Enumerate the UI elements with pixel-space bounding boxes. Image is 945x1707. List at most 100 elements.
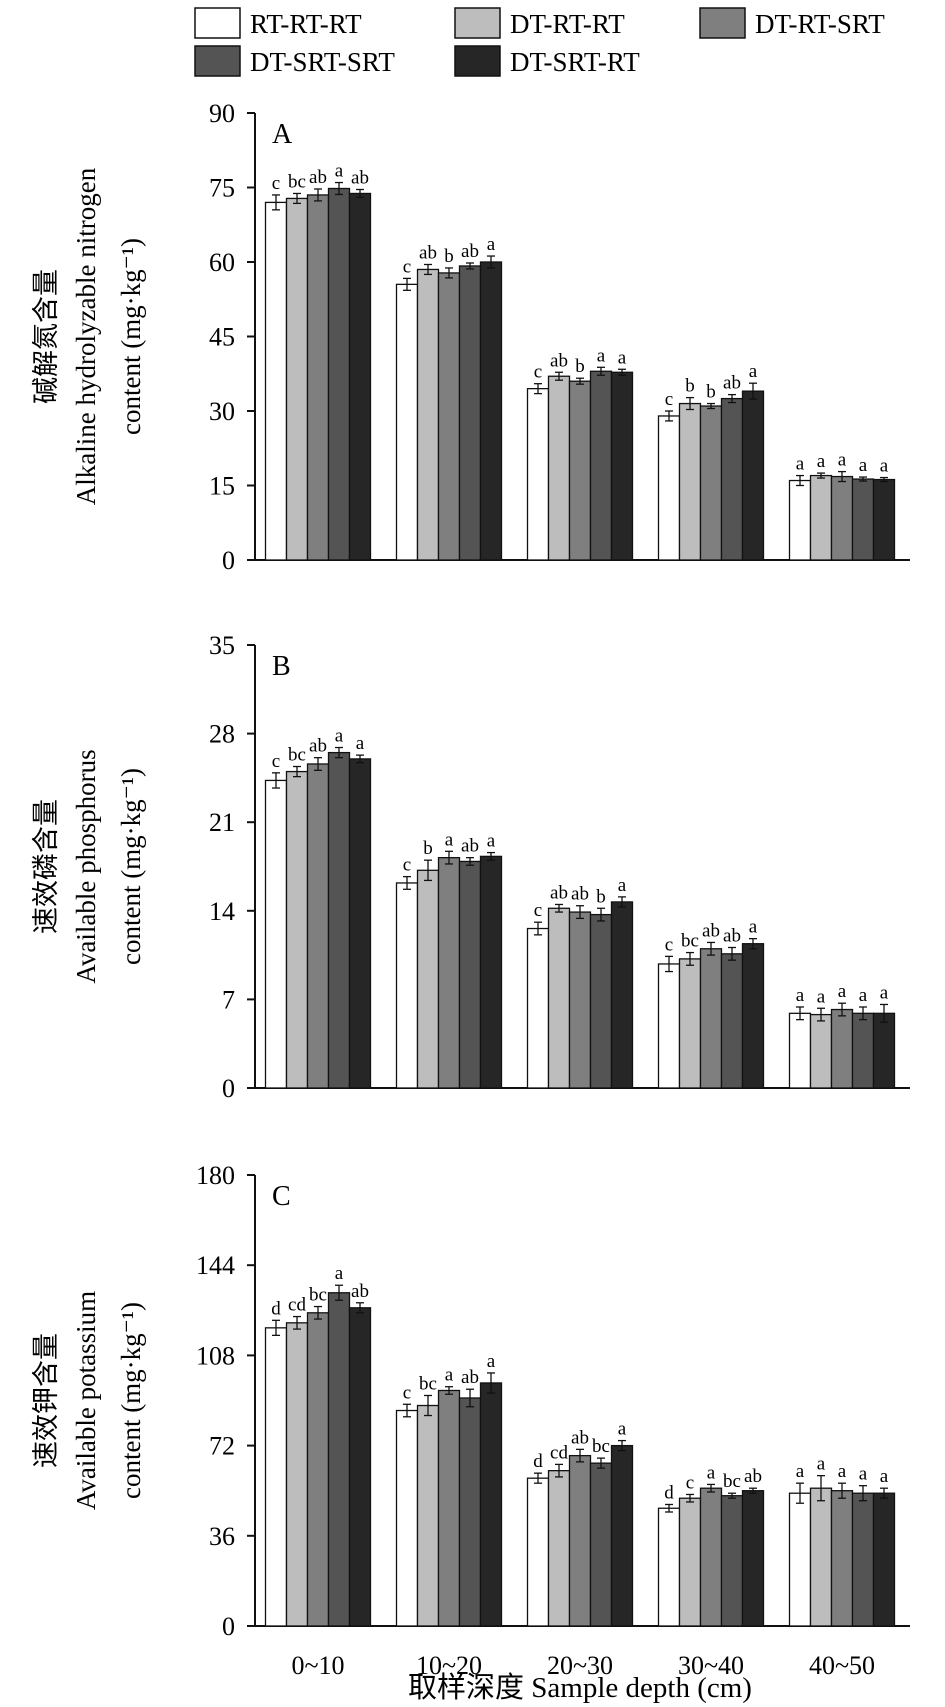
- bar: [264, 779, 288, 1089]
- panel-C: 0 36 72 108 144 180 C 速效钾含量 Available potassium c…: [31, 1161, 910, 1680]
- bar: [348, 1307, 372, 1627]
- bar: [348, 758, 372, 1089]
- significance-letter: c: [403, 855, 411, 876]
- bar: [547, 1470, 571, 1627]
- legend-swatch: [194, 45, 241, 77]
- y-tick-label: 0: [222, 1612, 235, 1641]
- y-axis-title-en: Available phosphorus: [71, 749, 101, 983]
- significance-letter: bc: [419, 1373, 437, 1394]
- bar: [306, 763, 330, 1089]
- y-axis-title-cn: 碱解氮含量: [31, 269, 61, 404]
- significance-letter: a: [597, 345, 606, 366]
- significance-letter: ab: [702, 920, 720, 941]
- bar: [788, 479, 812, 561]
- significance-letter: a: [618, 1419, 627, 1440]
- bar: [809, 1487, 833, 1627]
- bar: [306, 194, 330, 561]
- bar: [610, 371, 634, 561]
- bar: [479, 1382, 503, 1627]
- significance-letter: a: [817, 451, 826, 472]
- legend-label: DT-SRT-RT: [510, 47, 640, 77]
- significance-letter: ab: [351, 1281, 369, 1302]
- significance-letter: b: [575, 356, 585, 377]
- legend-label: DT-RT-SRT: [755, 9, 885, 39]
- significance-letter: a: [749, 361, 758, 382]
- significance-letter: a: [859, 455, 868, 476]
- y-tick-label: 90: [209, 99, 235, 128]
- y-axis-title-cn: 速效钾含量: [31, 1333, 61, 1468]
- significance-letter: a: [880, 1466, 889, 1487]
- y-axis-title-unit: content (mg·kg⁻¹): [116, 1302, 146, 1499]
- bar: [610, 901, 634, 1089]
- bar: [872, 1492, 896, 1627]
- panel-B: 0 7 14 21 28 35 B 速效磷含量 Available phosphorus cont…: [31, 631, 910, 1103]
- y-tick-label: 180: [196, 1161, 235, 1190]
- significance-letter: ab: [461, 241, 479, 262]
- significance-letter: bc: [681, 931, 699, 952]
- legend-swatch: [454, 7, 501, 39]
- legend-swatch: [699, 7, 746, 39]
- bar: [720, 397, 744, 561]
- bar: [458, 265, 482, 561]
- bar: [610, 1444, 634, 1627]
- significance-letter: ab: [351, 167, 369, 188]
- panel-label: A: [272, 119, 293, 150]
- y-tick-label: 72: [209, 1432, 235, 1461]
- panel-label: B: [272, 651, 291, 682]
- significance-letter: a: [859, 1464, 868, 1485]
- bar: [851, 1492, 875, 1627]
- bar: [327, 187, 351, 561]
- bar: [437, 272, 461, 561]
- bar: [830, 1490, 854, 1627]
- panel-A: 0 15 30 45 60 75 90 A 碱解氮含量 Alkaline hydrolyzable…: [31, 99, 910, 575]
- significance-letter: a: [487, 1351, 496, 1372]
- significance-letter: cd: [550, 1442, 568, 1463]
- significance-letter: a: [880, 982, 889, 1003]
- significance-letter: a: [487, 831, 496, 852]
- y-axis-title-unit: content (mg·kg⁻¹): [116, 238, 146, 435]
- significance-letter: cd: [288, 1295, 306, 1316]
- significance-letter: c: [534, 362, 542, 383]
- significance-letter: c: [686, 1472, 694, 1493]
- significance-letter: c: [272, 173, 280, 194]
- x-tick-label: 10~20: [416, 1651, 482, 1680]
- significance-letter: bc: [723, 1471, 741, 1492]
- bar: [479, 855, 503, 1089]
- bar: [809, 474, 833, 561]
- significance-letter: c: [665, 389, 673, 410]
- bar: [741, 1490, 765, 1627]
- significance-letter: bc: [288, 171, 306, 192]
- significance-letter: b: [444, 246, 454, 267]
- bar: [526, 927, 550, 1089]
- bar: [479, 261, 503, 561]
- legend-label: DT-SRT-SRT: [250, 47, 395, 77]
- bar: [809, 1013, 833, 1089]
- x-tick-label: 20~30: [547, 1651, 613, 1680]
- bar: [285, 197, 309, 561]
- bar: [720, 1495, 744, 1627]
- significance-letter: c: [403, 1382, 411, 1403]
- y-tick-label: 0: [222, 1074, 235, 1103]
- significance-letter: ab: [461, 1367, 479, 1388]
- y-tick-label: 144: [196, 1251, 235, 1280]
- significance-letter: a: [487, 234, 496, 255]
- bar: [657, 415, 681, 561]
- x-axis-title: 取样深度 Sample depth (cm): [408, 1671, 752, 1704]
- significance-letter: c: [272, 751, 280, 772]
- bar: [416, 1404, 440, 1627]
- bar: [395, 1409, 419, 1627]
- bar: [589, 370, 613, 561]
- bar: [872, 478, 896, 561]
- significance-letter: a: [838, 981, 847, 1002]
- bar: [720, 953, 744, 1089]
- significance-letter: bc: [288, 745, 306, 766]
- bar: [348, 192, 372, 561]
- significance-letter: ab: [571, 1427, 589, 1448]
- bar: [264, 201, 288, 561]
- bar: [851, 1012, 875, 1089]
- bar: [568, 1454, 592, 1627]
- bar: [416, 268, 440, 561]
- y-tick-label: 15: [209, 472, 235, 501]
- y-tick-label: 21: [209, 808, 235, 837]
- significance-letter: ab: [744, 1466, 762, 1487]
